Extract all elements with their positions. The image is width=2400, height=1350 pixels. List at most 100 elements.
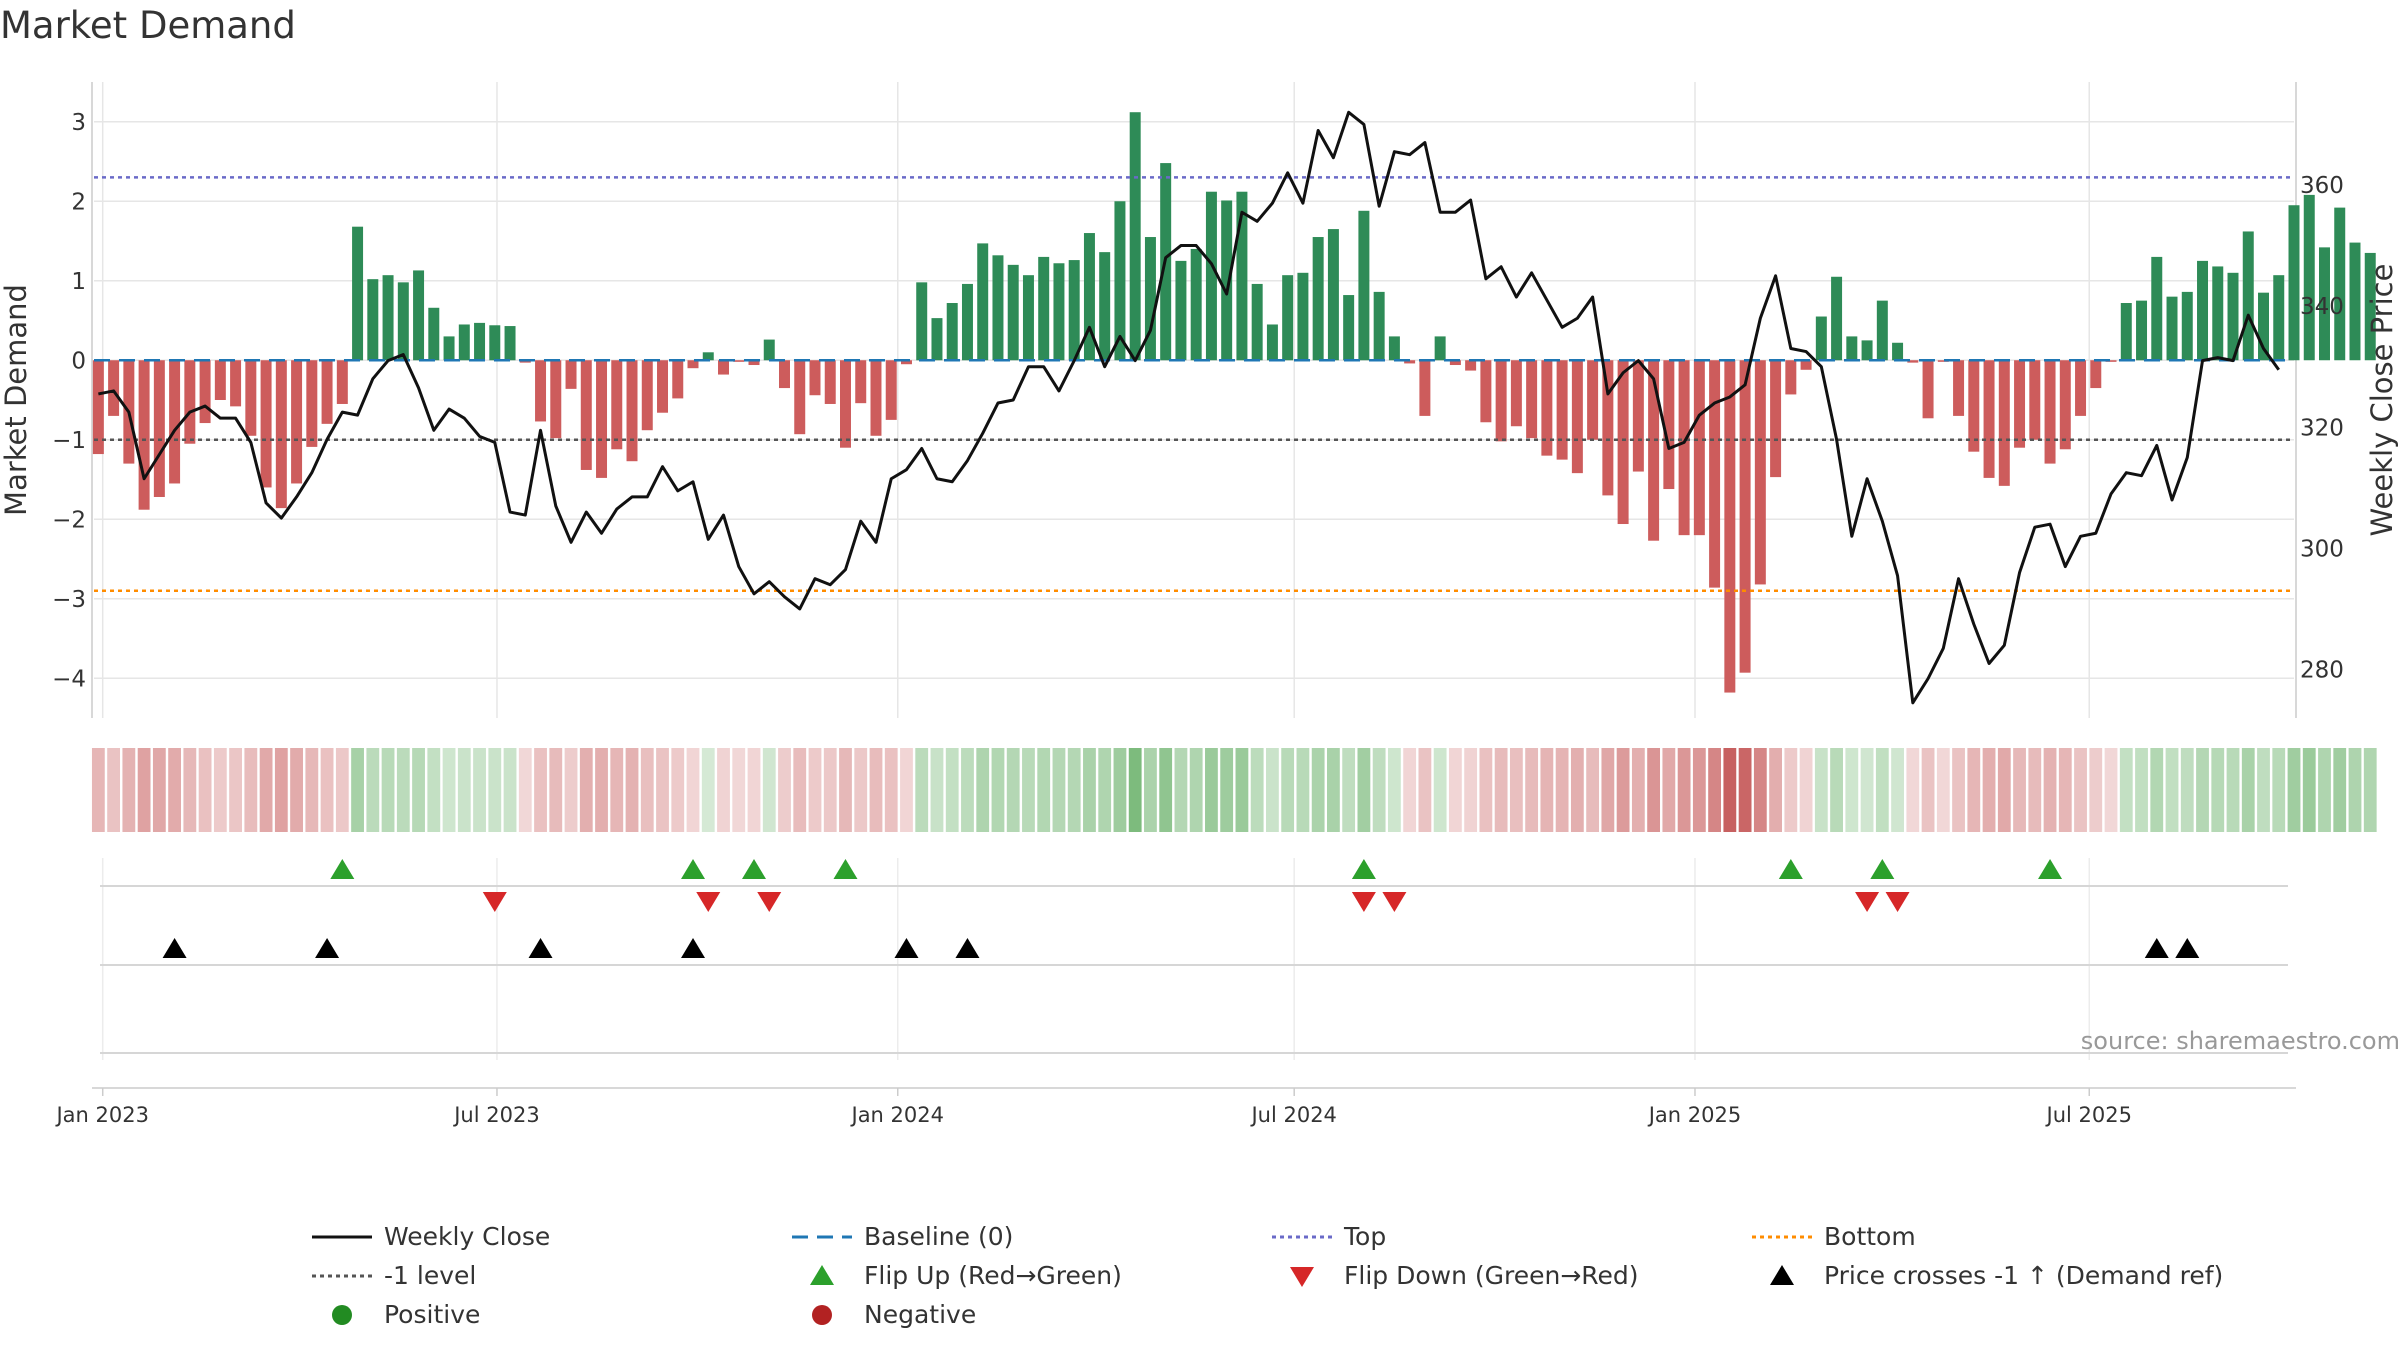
demand-bar [413, 270, 425, 361]
flip-up-marker [1870, 859, 1895, 879]
strip-cell [2135, 748, 2148, 832]
strip-cell [991, 748, 1005, 832]
strip-cell [91, 748, 105, 832]
demand-bar [1175, 260, 1187, 361]
demand-bar [1388, 336, 1400, 361]
strip-cell [1997, 748, 2011, 832]
y-tick-label: −1 [52, 428, 86, 454]
strip-cell [1662, 748, 1676, 832]
demand-bar [382, 275, 394, 361]
demand-bar [2258, 292, 2269, 361]
strip-cell [1113, 748, 1127, 832]
strip-cell [1418, 748, 1432, 832]
demand-bar [1724, 360, 1736, 693]
strip-cell [1967, 748, 1981, 832]
strip-cell [168, 748, 181, 832]
demand-bar [672, 360, 684, 399]
strip-cell [1403, 748, 1417, 832]
demand-bar [1998, 360, 2010, 486]
strip-cell [518, 748, 532, 832]
strip-cell [1936, 748, 1950, 832]
strip-cell [2058, 748, 2072, 832]
demand-bar [1831, 276, 1843, 361]
demand-bar [2029, 360, 2041, 440]
demand-bar [1876, 300, 1888, 361]
strip-cell [732, 748, 746, 832]
strip-cell [1464, 748, 1478, 832]
strip-cell [396, 748, 410, 832]
legend-swatch-tri-down [1290, 1267, 1314, 1287]
strip-cell [412, 748, 425, 832]
strip-cell [1037, 748, 1051, 832]
strip-cell [2287, 748, 2301, 832]
demand-bar [1571, 360, 1583, 474]
strip-cell [1891, 748, 1904, 832]
strip-cell [1677, 748, 1691, 832]
demand-bar [2212, 266, 2224, 361]
legend-label: Top [1343, 1222, 1386, 1251]
demand-bar [2166, 296, 2178, 361]
flip-down-marker [757, 892, 782, 912]
demand-bar [2334, 207, 2346, 361]
strip-cell [1159, 748, 1173, 832]
flip-up-marker [1778, 859, 1803, 879]
demand-bar [1785, 360, 1797, 395]
demand-bar [1190, 248, 1202, 361]
legend-item: Top [1272, 1222, 1386, 1251]
demand-bar [2151, 256, 2163, 361]
strip-cell [1753, 748, 1767, 832]
y2-tick-label: 360 [2300, 173, 2344, 199]
legend-label: Positive [384, 1300, 480, 1329]
demand-bar [230, 360, 242, 407]
x-tick-label: Jul 2025 [2045, 1103, 2132, 1127]
demand-bar [1404, 360, 1416, 364]
strip-cell [1311, 748, 1325, 832]
legend-item: Flip Down (Green→Red) [1290, 1261, 1639, 1290]
strip-cell [610, 748, 624, 832]
demand-bar [1739, 360, 1751, 673]
demand-bar [1587, 360, 1599, 440]
demand-bar [138, 360, 150, 510]
demand-bar [1861, 340, 1873, 361]
demand-bar [1815, 316, 1827, 361]
strip-cell [274, 748, 288, 832]
strip-cell [1631, 748, 1645, 832]
demand-bar [489, 325, 501, 361]
strip-cell [2150, 748, 2164, 832]
demand-bar [199, 360, 211, 424]
demand-bar [2090, 360, 2102, 389]
strip-cell [381, 748, 395, 832]
strip-cell [473, 748, 486, 832]
demand-bar [1648, 360, 1660, 541]
legend-swatch-tri-up [1770, 1265, 1794, 1285]
legend-label: Baseline (0) [864, 1222, 1013, 1251]
demand-bar [748, 360, 760, 366]
demand-bar [306, 360, 318, 447]
strip-cell [1738, 748, 1752, 832]
demand-bar [397, 282, 409, 361]
demand-bar [367, 279, 379, 361]
strip-cell [351, 748, 364, 832]
strip-cell [1220, 748, 1234, 832]
demand-bar [1266, 324, 1278, 361]
strip-cell [1555, 748, 1569, 832]
strip-cell [2333, 748, 2347, 832]
strip-cell [2363, 748, 2377, 832]
demand-bar [352, 226, 364, 361]
y2-tick-label: 340 [2300, 294, 2344, 320]
strip-cell [320, 748, 334, 832]
demand-bar [2349, 242, 2361, 361]
y-tick-label: 0 [71, 348, 86, 374]
strip-cell [839, 748, 852, 832]
y-axis-title: Market Demand [0, 284, 33, 516]
strip-cell [290, 748, 303, 832]
demand-bar [1892, 342, 1904, 361]
demand-bar [92, 360, 104, 455]
demand-bar [2105, 360, 2117, 362]
strip-cell [1479, 748, 1493, 832]
y-tick-label: 2 [71, 189, 86, 215]
strip-cell [1235, 748, 1249, 832]
strip-cell [1098, 748, 1112, 832]
legend-label: Price crosses -1 ↑ (Demand ref) [1824, 1261, 2223, 1290]
